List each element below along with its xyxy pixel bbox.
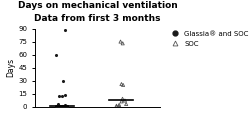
Point xyxy=(114,105,118,107)
Point xyxy=(60,105,64,107)
Point xyxy=(62,105,66,107)
Point xyxy=(54,54,58,56)
Point xyxy=(117,104,121,106)
Point xyxy=(58,105,62,107)
Point xyxy=(62,80,66,83)
Point xyxy=(63,104,67,106)
Point xyxy=(62,105,66,107)
Point xyxy=(63,94,67,96)
Point xyxy=(56,105,60,107)
Point xyxy=(65,105,69,107)
Point xyxy=(60,95,64,97)
Y-axis label: Days: Days xyxy=(6,58,16,77)
Point xyxy=(63,29,67,31)
Point xyxy=(117,105,121,107)
Point xyxy=(120,98,124,100)
Point xyxy=(60,105,64,107)
Point xyxy=(59,106,63,108)
Point xyxy=(62,105,66,107)
Point xyxy=(121,84,125,86)
Point xyxy=(56,105,60,107)
Point xyxy=(121,42,125,44)
Point xyxy=(118,41,122,43)
Point xyxy=(62,105,66,107)
Point xyxy=(123,99,127,102)
Point xyxy=(56,103,60,105)
Point xyxy=(65,105,69,107)
Point xyxy=(61,105,65,107)
Point xyxy=(57,105,61,107)
Point xyxy=(120,100,124,102)
Legend: Glassia® and SOC, SOC: Glassia® and SOC, SOC xyxy=(168,31,249,47)
Point xyxy=(64,105,68,107)
Point xyxy=(120,83,124,85)
Point xyxy=(115,106,119,108)
Text: Data from first 3 months: Data from first 3 months xyxy=(34,14,161,23)
Point xyxy=(54,105,58,107)
Point xyxy=(56,95,60,97)
Text: Days on mechanical ventilation: Days on mechanical ventilation xyxy=(18,1,177,10)
Point xyxy=(124,103,128,105)
Point xyxy=(55,105,59,107)
